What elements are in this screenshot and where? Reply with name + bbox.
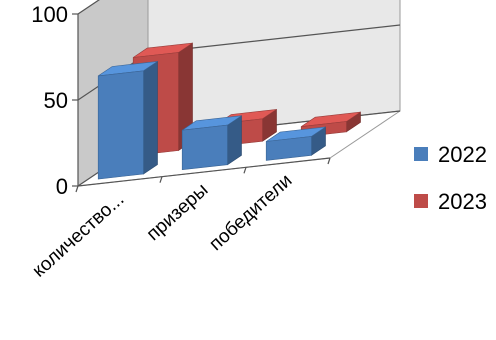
x-tick-mark — [75, 185, 79, 193]
y-tick-label: 50 — [44, 88, 68, 113]
y-tick-label: 100 — [31, 2, 68, 27]
y-tick-label: 0 — [56, 174, 68, 199]
x-tick-mark — [243, 167, 247, 174]
legend: 2022 2023 — [414, 142, 487, 214]
legend-swatch — [414, 147, 428, 161]
category-label: призеры — [143, 180, 213, 246]
y-axis-ticks: 0 50 100 — [31, 2, 78, 199]
bar-2022-2 — [181, 115, 242, 171]
x-tick-mark — [327, 157, 331, 165]
x-tick-mark — [159, 176, 163, 183]
bar-2022-3 — [265, 126, 326, 161]
bar-2022-1 — [97, 60, 158, 180]
legend-label: 2022 — [438, 142, 487, 167]
chart-bars — [97, 42, 361, 180]
legend-swatch — [414, 194, 428, 208]
category-label: количество... — [29, 189, 129, 282]
legend-label: 2023 — [438, 189, 487, 214]
x-axis-line — [77, 157, 331, 187]
category-label: победители — [205, 170, 296, 255]
